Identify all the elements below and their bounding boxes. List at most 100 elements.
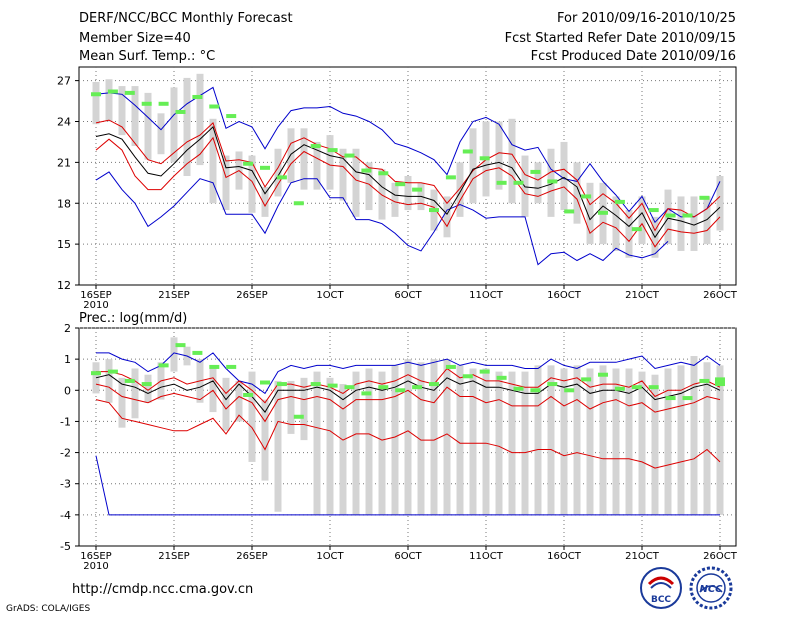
observation-marker: [547, 179, 558, 184]
observation-marker: [479, 156, 490, 161]
observation-marker: [715, 382, 725, 387]
observation-marker: [378, 171, 389, 176]
spread-box: [144, 92, 152, 160]
observation-marker: [648, 385, 659, 390]
spread-box: [495, 371, 503, 515]
spread-box: [118, 86, 126, 136]
observation-marker: [124, 90, 135, 95]
spread-box: [209, 365, 217, 413]
spread-box: [716, 176, 724, 231]
spread-box: [222, 377, 230, 431]
spread-box: [92, 81, 100, 125]
observation-marker: [192, 350, 203, 355]
spread-box: [287, 380, 295, 434]
x-tick-label: 16OCT: [547, 290, 582, 301]
spread-box: [131, 86, 139, 147]
spread-box: [313, 141, 321, 190]
x-tick-label: 6OCT: [394, 551, 422, 562]
spread-box: [560, 141, 568, 211]
spread-box: [300, 128, 308, 190]
x-tick-label: 21SEP: [158, 290, 189, 301]
observation-marker: [412, 187, 423, 192]
observation-marker: [175, 343, 186, 348]
variable-label: Mean Surf. Temp.: °C: [79, 49, 216, 64]
spread-box: [664, 368, 672, 515]
y-tick-label: 15: [57, 238, 71, 251]
spread-box: [599, 365, 607, 515]
spread-box: [404, 176, 412, 211]
observation-marker: [276, 175, 287, 180]
spread-box: [287, 128, 295, 183]
observation-marker: [614, 199, 625, 204]
source-url[interactable]: http://cmdp.ncc.cma.gov.cn: [72, 582, 254, 597]
observation-marker: [209, 364, 220, 369]
spread-box: [339, 384, 347, 515]
observation-marker: [175, 109, 186, 114]
x-tick-label: 1OCT: [316, 551, 344, 562]
spread-box: [196, 73, 204, 166]
spread-box: [716, 365, 724, 515]
observation-marker: [462, 149, 473, 154]
spread-box: [170, 87, 178, 163]
observation-marker: [530, 169, 541, 174]
y-tick-label: 24: [57, 116, 71, 129]
observation-marker: [598, 210, 608, 215]
spread-box: [105, 79, 113, 122]
lower-spread-line: [95, 136, 721, 248]
spread-box: [586, 368, 594, 515]
spread-box: [352, 371, 360, 515]
min-extreme-line: [95, 171, 669, 266]
x-tick-label: 26SEP: [236, 290, 267, 301]
spread-box: [235, 380, 243, 422]
observation-marker: [192, 94, 203, 99]
y-tick-label: 21: [57, 156, 71, 169]
spread-box: [612, 368, 620, 515]
y-tick-label: 18: [57, 197, 71, 210]
observation-marker: [395, 388, 406, 393]
observation-marker: [682, 213, 693, 218]
spread-box: [508, 371, 516, 515]
ncc-logo-text: NCC: [699, 584, 723, 595]
observation-marker: [699, 378, 710, 383]
spread-box: [92, 362, 100, 394]
observation-marker: [226, 114, 237, 119]
observation-marker: [243, 161, 254, 166]
y-tick-label: -5: [60, 540, 71, 553]
observation-marker: [107, 89, 118, 94]
y-tick-label: -4: [60, 509, 71, 522]
observation-marker: [631, 227, 642, 232]
observation-marker: [665, 213, 676, 218]
observation-marker: [141, 101, 152, 106]
observation-marker: [361, 168, 372, 173]
spread-box: [508, 118, 516, 204]
spread-box: [248, 155, 256, 213]
spread-box: [261, 399, 269, 481]
observation-marker: [412, 385, 423, 390]
observation-marker: [91, 371, 101, 376]
spread-box: [209, 118, 217, 204]
spread-box: [469, 368, 477, 515]
spread-box: [326, 377, 334, 515]
spread-box: [313, 371, 321, 515]
forecast-period: For 2010/09/16-2010/10/25: [557, 11, 736, 26]
x-tick-label: 26OCT: [703, 551, 738, 562]
observation-marker: [378, 385, 389, 390]
observation-marker: [462, 374, 473, 379]
spread-box: [573, 162, 581, 224]
observation-marker: [344, 385, 355, 390]
observation-marker: [141, 382, 152, 387]
observation-marker: [479, 369, 490, 374]
x-tick-label: 21OCT: [625, 290, 660, 301]
spread-box: [677, 365, 685, 515]
x-tick-label: 21OCT: [625, 551, 660, 562]
observation-marker: [395, 182, 406, 187]
x-tick-label: 16SEP: [80, 290, 111, 301]
observation-marker: [158, 363, 169, 368]
observation-marker: [547, 382, 558, 387]
spread-box: [352, 148, 360, 217]
spread-box: [300, 377, 308, 441]
spread-box: [612, 196, 620, 251]
y-tick-label: 12: [57, 279, 71, 292]
spread-box: [222, 155, 230, 211]
